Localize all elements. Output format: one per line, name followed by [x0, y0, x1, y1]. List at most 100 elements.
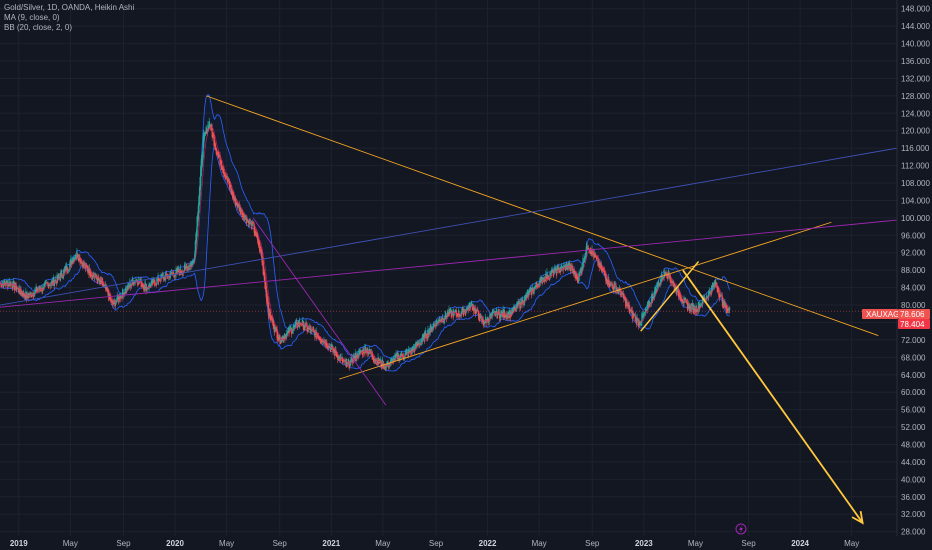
candle-body	[506, 313, 508, 317]
candle-body	[216, 151, 218, 155]
candle-body	[268, 302, 270, 316]
candle-body	[63, 269, 65, 277]
candle-body	[696, 308, 698, 313]
candle-body	[273, 324, 275, 330]
candle-body	[626, 301, 628, 306]
candle-body	[242, 214, 245, 217]
time-axis[interactable]: 2019 May Sep 2020 May Sep 2021 May Sep 2022 May Sep…	[10, 539, 859, 548]
candle-body	[225, 175, 227, 179]
candle-body	[86, 265, 88, 268]
candle-body	[558, 267, 560, 274]
candle-body	[52, 276, 55, 283]
candle-body	[107, 290, 109, 296]
trend-drawings[interactable]	[0, 95, 898, 525]
candle-body	[656, 283, 658, 292]
candle-body	[245, 216, 247, 221]
candle-body	[247, 220, 249, 221]
candle-body	[566, 263, 568, 267]
candle-body	[671, 281, 674, 283]
candle-body	[447, 314, 449, 317]
candle-body	[573, 270, 576, 274]
lightning-icon[interactable]	[735, 523, 747, 535]
candle-body	[29, 291, 31, 296]
candle-body	[465, 311, 467, 313]
candle-body	[223, 171, 225, 174]
candle-body	[20, 290, 22, 295]
candle-body	[581, 267, 583, 272]
candle-body	[225, 175, 228, 178]
candle-body	[635, 317, 638, 325]
candle-body	[357, 357, 359, 359]
candle-body	[106, 286, 108, 292]
candle-body	[688, 303, 690, 307]
candle-body	[398, 355, 400, 362]
candle-body	[555, 270, 558, 276]
arrow-line	[682, 269, 864, 524]
candle-body	[335, 351, 337, 354]
candle-body	[220, 161, 222, 168]
candle-body	[92, 274, 94, 278]
candle-body	[518, 301, 520, 305]
candle-body	[158, 277, 160, 282]
candle-body	[633, 315, 635, 317]
candle-body	[625, 301, 627, 303]
candle-body	[640, 323, 642, 325]
candle-body	[609, 284, 611, 287]
candle-body	[91, 275, 94, 279]
candle-body	[445, 315, 448, 319]
candle-body	[433, 324, 435, 327]
candle-body	[682, 301, 684, 303]
candle-body	[556, 267, 558, 273]
candle-body	[185, 266, 187, 268]
candle-body	[254, 231, 257, 236]
candle-body	[560, 265, 562, 271]
candle-body	[93, 275, 95, 277]
candle-body	[445, 315, 447, 317]
candle-body	[379, 359, 382, 362]
candle-body	[165, 271, 167, 277]
candle-body	[427, 329, 429, 338]
candle-body	[334, 350, 336, 356]
candle-body	[46, 282, 49, 284]
candle-body	[681, 300, 683, 302]
candle-body	[97, 276, 99, 281]
candle-body	[563, 266, 565, 268]
candle-body	[67, 270, 70, 271]
price-axis[interactable]: 28.000 32.000 36.000 40.000 44.000 48.000 52.0…	[896, 0, 930, 537]
candle-body	[203, 133, 205, 147]
legend-bb[interactable]: BB (20, close, 2, 0)	[4, 23, 73, 32]
candle-body	[12, 280, 14, 288]
candle-body	[302, 320, 304, 323]
candle-body	[582, 257, 584, 268]
candle-body	[517, 301, 519, 307]
candle-body	[620, 293, 623, 295]
candle-body	[137, 282, 139, 285]
candle-body	[543, 277, 545, 281]
candle-body	[492, 312, 494, 314]
candle-body	[537, 283, 540, 287]
candle-body	[711, 285, 713, 294]
candle-body	[518, 303, 520, 305]
candle-body	[206, 129, 208, 133]
legend-symbol[interactable]: Gold/Silver, 1D, OANDA, Heikin Ashi	[4, 3, 135, 12]
legend-ma[interactable]: MA (9, close, 0)	[4, 13, 60, 22]
candle-body	[649, 303, 651, 305]
candle-body	[706, 295, 708, 299]
candle-body	[196, 216, 198, 236]
candle-body	[306, 324, 308, 331]
candle-body	[639, 323, 641, 325]
candle-body	[224, 172, 226, 178]
candle-body	[592, 252, 594, 255]
candle-body	[611, 283, 613, 286]
candle-body	[630, 310, 632, 311]
candle-body	[422, 336, 424, 339]
candle-body	[393, 357, 395, 362]
candle-body	[318, 336, 320, 341]
candle-body	[613, 287, 615, 290]
candle-body	[202, 136, 204, 158]
candle-body	[198, 187, 201, 205]
candle-body	[193, 260, 195, 262]
candle-body	[178, 269, 180, 273]
candle-body	[75, 255, 77, 258]
